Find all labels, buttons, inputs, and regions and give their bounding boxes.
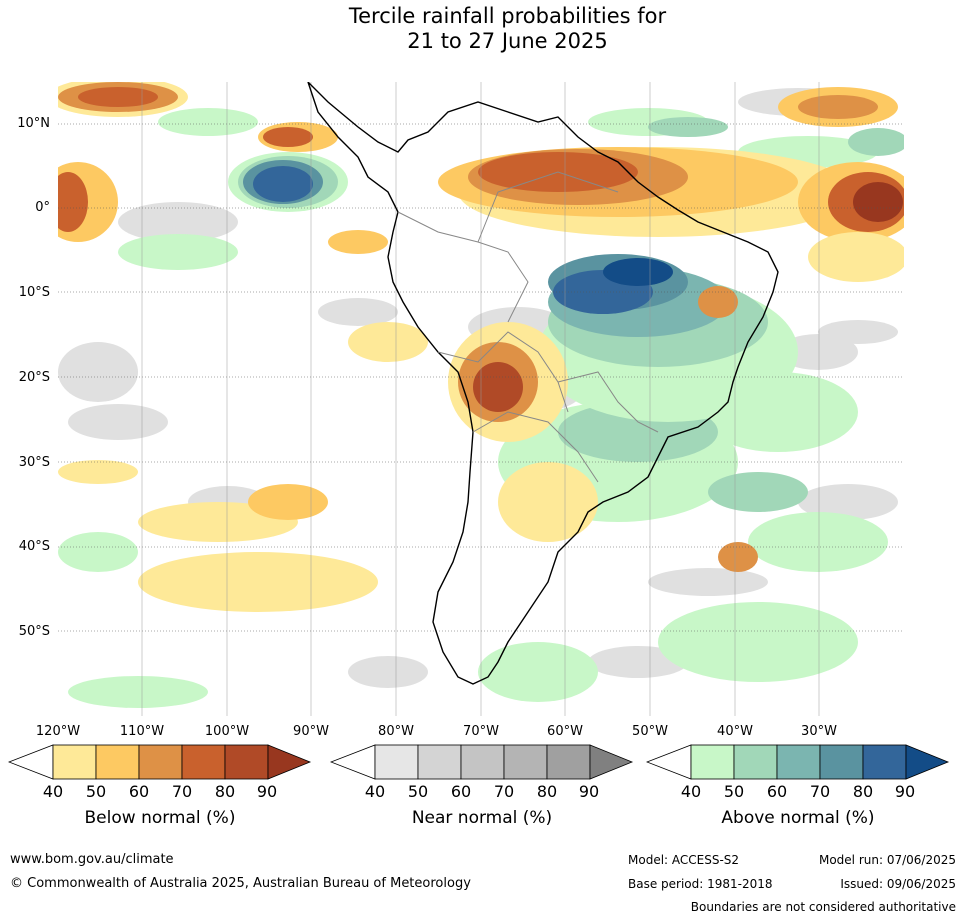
cbar-segment [138, 744, 183, 780]
cbar-segment [224, 744, 269, 780]
lon-label-40w: 40°W [717, 724, 753, 739]
cbar-tick: 80 [214, 782, 236, 801]
lon-label-70w: 70°W [463, 724, 499, 739]
cbar-title-above: Above normal (%) [721, 808, 875, 828]
lon-label-60w: 60°W [547, 724, 583, 739]
above-normal-patches [58, 108, 904, 708]
map-canvas [58, 82, 904, 716]
cbar-tick: 50 [407, 782, 429, 801]
cbar-tick: 40 [42, 782, 64, 801]
lon-label-90w: 90°W [293, 724, 329, 739]
lat-label-0: 0° [35, 200, 50, 215]
title-line2: 21 to 27 June 2025 [407, 29, 608, 53]
cbar-tick: 70 [171, 782, 193, 801]
south-america-coastline [307, 82, 779, 685]
cbar-segment [690, 744, 735, 780]
cbar-tick: 60 [128, 782, 150, 801]
colorbar-above-normal [646, 744, 950, 780]
cbar-tick: 50 [85, 782, 107, 801]
lon-label-80w: 80°W [378, 724, 414, 739]
cbar-extend-high [589, 744, 634, 780]
footer-base-period: Base period: 1981-2018 [628, 877, 773, 891]
footer-copyright: © Commonwealth of Australia 2025, Austra… [10, 876, 471, 891]
lon-label-100w: 100°W [204, 724, 250, 739]
lat-label-30s: 30°S [18, 455, 50, 470]
cbar-tick: 40 [680, 782, 702, 801]
cbar-tick: 90 [894, 782, 916, 801]
cbar-segment [862, 744, 907, 780]
cbar-title-near: Near normal (%) [411, 808, 553, 828]
lat-label-10n: 10°N [17, 116, 50, 131]
footer-model: Model: ACCESS-S2 [628, 853, 740, 867]
cbar-tick: 80 [536, 782, 558, 801]
lat-label-20s: 20°S [18, 370, 50, 385]
cbar-segments-0 [8, 744, 312, 780]
footer-model-run: Model run: 07/06/2025 [818, 853, 956, 867]
cbar-segments-2 [646, 744, 950, 780]
cbar-tick: 70 [493, 782, 515, 801]
footer-issued: Issued: 09/06/2025 [840, 877, 956, 891]
cbar-extend-high [905, 744, 950, 780]
cbar-title-below: Below normal (%) [84, 808, 236, 828]
cbar-extend-low [330, 744, 376, 780]
map-title: Tercile rainfall probabilities for 21 to… [0, 4, 965, 54]
cbar-segment [95, 744, 140, 780]
cbar-segments-1 [330, 744, 634, 780]
cbar-segment [819, 744, 864, 780]
cbar-extend-low [8, 744, 54, 780]
lon-label-30w: 30°W [801, 724, 837, 739]
cbar-segment [417, 744, 462, 780]
cbar-extend-high [267, 744, 312, 780]
footer-disclaimer: Boundaries are not considered authoritat… [690, 900, 956, 914]
colorbar-near-normal [330, 744, 634, 780]
cbar-tick: 80 [852, 782, 874, 801]
cbar-segment [52, 744, 97, 780]
cbar-segment [776, 744, 821, 780]
country-borders [397, 171, 659, 483]
cbar-segment [374, 744, 419, 780]
cbar-tick: 90 [578, 782, 600, 801]
probability-map [58, 82, 904, 716]
lon-label-120w: 120°W [35, 724, 81, 739]
colorbar-below-normal [8, 744, 312, 780]
lon-label-110w: 110°W [119, 724, 165, 739]
cbar-tick: 60 [450, 782, 472, 801]
lat-label-10s: 10°S [18, 285, 50, 300]
cbar-segment [546, 744, 591, 780]
cbar-tick: 70 [809, 782, 831, 801]
lat-label-50s: 50°S [18, 624, 50, 639]
cbar-segment [503, 744, 548, 780]
cbar-tick: 40 [364, 782, 386, 801]
cbar-extend-low [646, 744, 692, 780]
lat-label-40s: 40°S [18, 539, 50, 554]
below-normal-patches [58, 82, 904, 612]
cbar-segment [733, 744, 778, 780]
cbar-tick: 50 [723, 782, 745, 801]
cbar-tick: 90 [256, 782, 278, 801]
cbar-tick: 60 [766, 782, 788, 801]
meridians [141, 82, 820, 716]
cbar-segment [181, 744, 226, 780]
footer-url[interactable]: www.bom.gov.au/climate [10, 852, 174, 867]
lon-label-50w: 50°W [632, 724, 668, 739]
cbar-segment [460, 744, 505, 780]
title-line1: Tercile rainfall probabilities for [348, 4, 667, 28]
